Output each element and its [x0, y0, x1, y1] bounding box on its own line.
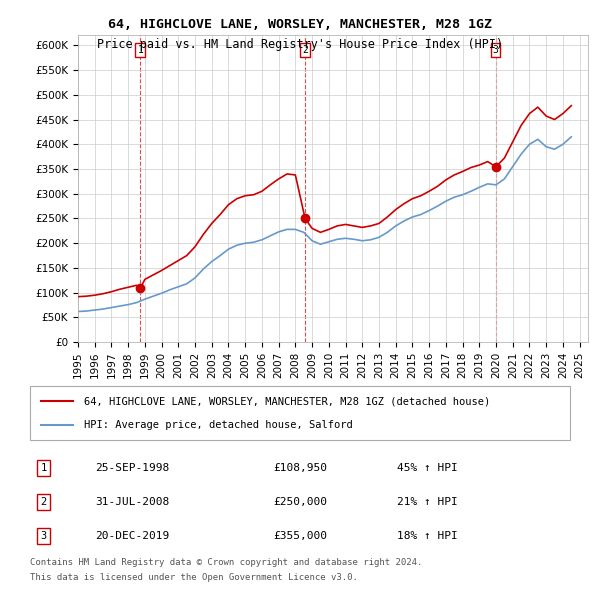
Text: 3: 3 — [40, 532, 47, 541]
Text: 1: 1 — [40, 463, 47, 473]
Text: 25-SEP-1998: 25-SEP-1998 — [95, 463, 169, 473]
Text: Price paid vs. HM Land Registry's House Price Index (HPI): Price paid vs. HM Land Registry's House … — [97, 38, 503, 51]
Text: £250,000: £250,000 — [273, 497, 327, 507]
Text: £108,950: £108,950 — [273, 463, 327, 473]
Text: 1: 1 — [137, 45, 143, 55]
FancyBboxPatch shape — [30, 386, 570, 440]
Text: 2: 2 — [40, 497, 47, 507]
Text: Contains HM Land Registry data © Crown copyright and database right 2024.: Contains HM Land Registry data © Crown c… — [30, 558, 422, 566]
Text: 31-JUL-2008: 31-JUL-2008 — [95, 497, 169, 507]
Text: £355,000: £355,000 — [273, 532, 327, 541]
Text: This data is licensed under the Open Government Licence v3.0.: This data is licensed under the Open Gov… — [30, 573, 358, 582]
Text: 45% ↑ HPI: 45% ↑ HPI — [397, 463, 458, 473]
Text: 64, HIGHCLOVE LANE, WORSLEY, MANCHESTER, M28 1GZ: 64, HIGHCLOVE LANE, WORSLEY, MANCHESTER,… — [108, 18, 492, 31]
Text: 21% ↑ HPI: 21% ↑ HPI — [397, 497, 458, 507]
Text: 18% ↑ HPI: 18% ↑ HPI — [397, 532, 458, 541]
Text: 3: 3 — [493, 45, 499, 55]
Text: 64, HIGHCLOVE LANE, WORSLEY, MANCHESTER, M28 1GZ (detached house): 64, HIGHCLOVE LANE, WORSLEY, MANCHESTER,… — [84, 396, 490, 407]
Text: 2: 2 — [302, 45, 308, 55]
Text: 20-DEC-2019: 20-DEC-2019 — [95, 532, 169, 541]
Text: HPI: Average price, detached house, Salford: HPI: Average price, detached house, Salf… — [84, 419, 353, 430]
